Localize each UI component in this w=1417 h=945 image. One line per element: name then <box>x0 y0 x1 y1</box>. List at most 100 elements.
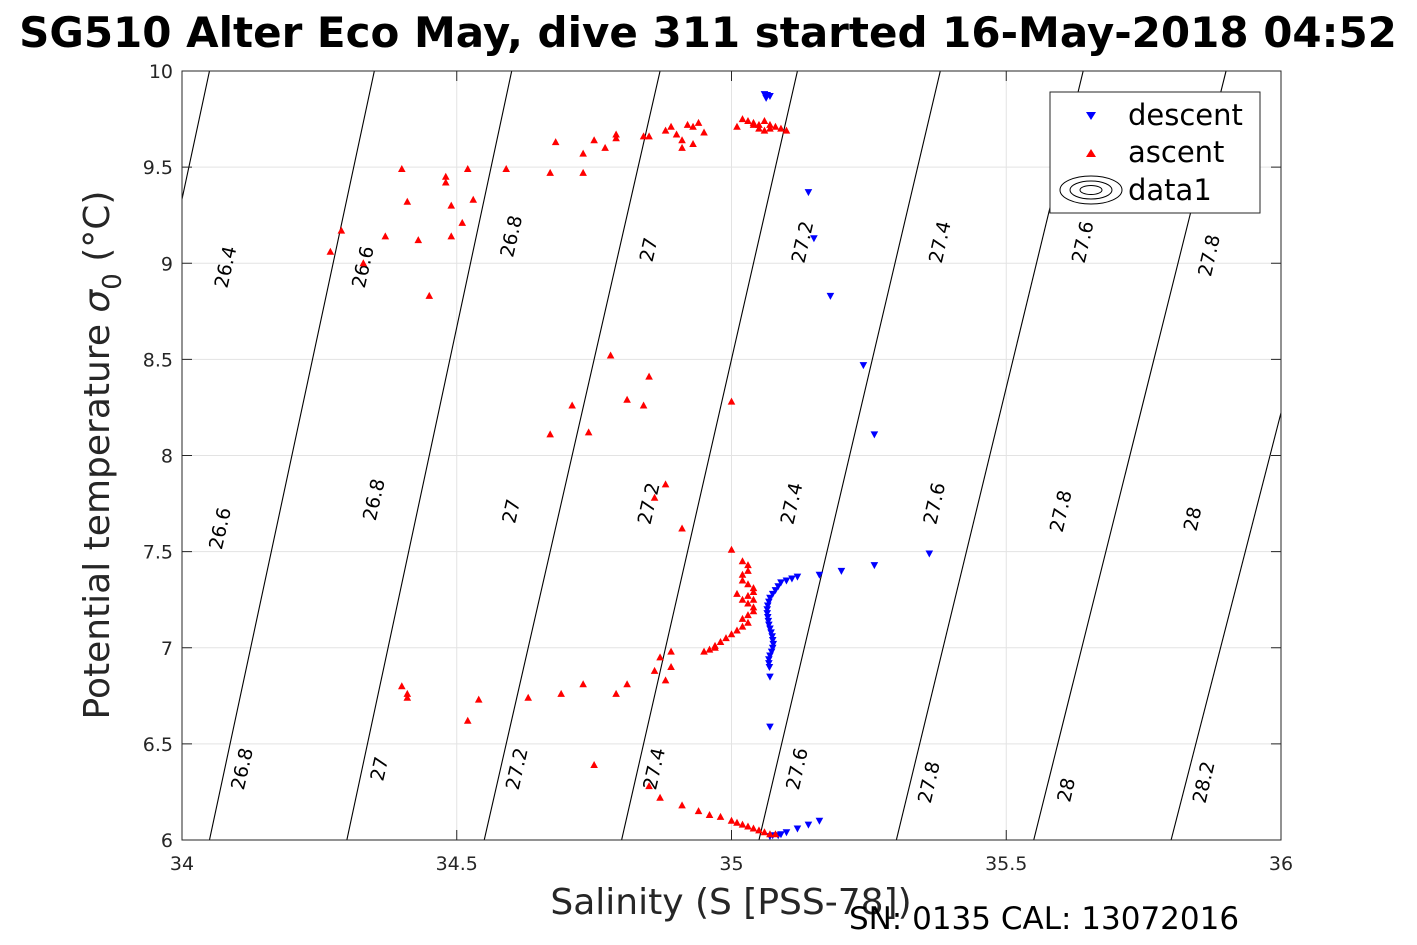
descent-point <box>774 583 783 591</box>
x-tick-label: 34.5 <box>436 853 478 875</box>
descent-point <box>837 567 846 575</box>
ascent-point <box>744 566 752 574</box>
ascent-point <box>705 645 714 653</box>
ascent-point <box>683 120 692 128</box>
ascent-point <box>700 647 708 655</box>
descent-point <box>763 602 772 610</box>
ascent-point <box>705 811 714 819</box>
ascent-point <box>749 824 758 832</box>
ascent-point <box>744 591 752 599</box>
ascent-point <box>650 493 659 501</box>
ascent-point <box>579 168 587 176</box>
ascent-point <box>716 637 725 645</box>
isopycnal-line <box>621 71 798 840</box>
ascent-point <box>689 140 697 148</box>
ascent-point <box>612 134 620 142</box>
ascent-point <box>337 226 346 234</box>
descent-point <box>804 189 813 197</box>
descent-point <box>766 673 774 681</box>
legend-descent-marker <box>1086 112 1096 120</box>
descent-point <box>768 637 777 645</box>
y-tick-label: 10 <box>149 61 173 83</box>
ascent-point <box>771 830 780 838</box>
ascent-point <box>661 676 670 684</box>
ascent-point <box>766 830 774 838</box>
ascent-point <box>760 828 769 836</box>
descent-point <box>826 292 835 300</box>
ascent-point <box>766 124 774 132</box>
ascent-point <box>463 165 472 173</box>
ascent-point <box>744 580 752 588</box>
ascent-point <box>463 716 472 724</box>
isopycnal-line <box>758 71 941 840</box>
descent-point <box>767 648 776 656</box>
ascent-point <box>469 195 478 203</box>
ascent-point <box>738 622 747 630</box>
ascent-point <box>733 626 741 634</box>
ascent-point <box>667 647 675 655</box>
ascent-point <box>568 401 576 409</box>
ascent-point <box>441 178 450 186</box>
descent-point <box>815 571 824 579</box>
contour-label: 27 <box>366 755 393 783</box>
ascent-point <box>579 680 587 688</box>
chart-title: SG510 Alter Eco May, dive 311 started 16… <box>19 8 1397 57</box>
ascent-point <box>474 695 483 703</box>
ascent-point <box>441 172 450 180</box>
y-tick-label: 9 <box>161 253 173 275</box>
ascent-point <box>612 689 620 697</box>
ascent-point <box>524 693 532 701</box>
descent-point <box>765 663 774 671</box>
ascent-point <box>447 232 456 240</box>
ascent-point <box>425 291 434 299</box>
ascent-point <box>606 351 615 359</box>
y-tick-label: 8.5 <box>143 349 173 371</box>
ascent-point <box>678 136 686 144</box>
isopycnal-labels: 26.4 26.626.8 27 27.2 27.4 27.6 27.826.626.8 27… <box>205 213 1225 805</box>
ascent-point <box>639 132 648 140</box>
descent-point <box>767 629 775 637</box>
ascent-point <box>727 816 736 824</box>
ascent-point <box>744 599 752 607</box>
descent-point <box>768 633 776 641</box>
descent-point <box>768 590 777 598</box>
ascent-point <box>678 143 686 151</box>
legend-ascent-label: ascent <box>1128 135 1224 169</box>
descent-point <box>870 431 879 439</box>
contour-label: 27 <box>636 236 663 264</box>
ascent-point <box>689 122 697 130</box>
descent-point <box>782 829 791 837</box>
ascent-point <box>398 165 406 173</box>
ascent-point <box>733 122 741 130</box>
ascent-point <box>612 130 620 138</box>
y-tick-label: 7 <box>161 638 173 660</box>
ascent-point <box>678 524 686 532</box>
ascent-point <box>557 689 565 697</box>
ascent-point <box>738 570 747 578</box>
descent-point <box>804 821 813 829</box>
descent-point <box>793 825 802 833</box>
ascent-point <box>694 807 703 815</box>
ascent-point <box>760 126 769 134</box>
legend: descent ascent data1 <box>1049 91 1261 214</box>
ascent-point <box>738 115 747 123</box>
ascent-point <box>716 812 725 820</box>
ascent-point <box>398 682 406 690</box>
x-tick-label: 35 <box>719 853 743 875</box>
ascent-point <box>777 124 785 132</box>
ascent-point <box>733 818 741 826</box>
ascent-point <box>755 826 763 834</box>
contour-label: 27 <box>498 497 525 525</box>
x-axis-label: Salinity (S [PSS-78]) <box>550 882 911 923</box>
y-tick-label: 7.5 <box>143 542 173 564</box>
ascent-point <box>403 197 412 205</box>
ascent-point <box>502 165 511 173</box>
ascent-point <box>749 603 758 611</box>
y-tick-label: 9.5 <box>143 157 173 179</box>
descent-point <box>766 723 774 731</box>
descent-point <box>766 594 774 602</box>
ascent-point <box>727 397 736 405</box>
footer-serial-calibration: SN: 0135 CAL: 13072016 <box>849 901 1239 937</box>
ascent-point <box>678 801 686 809</box>
ascent-point <box>727 545 736 553</box>
